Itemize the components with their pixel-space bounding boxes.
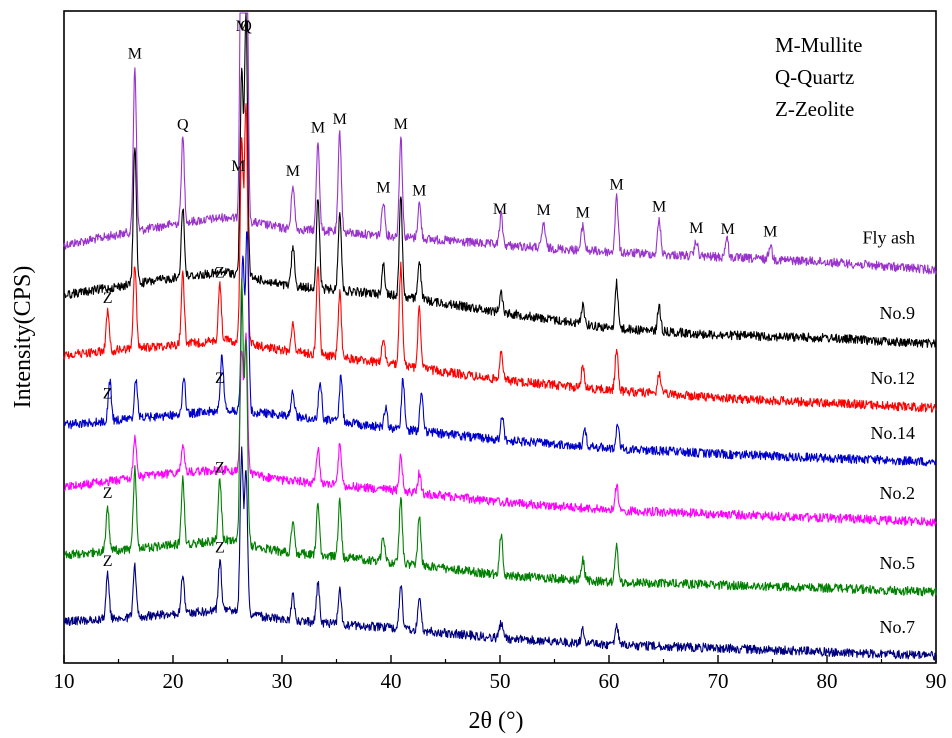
series-line: [63, 278, 937, 597]
peak-annotation: Z: [103, 485, 113, 502]
x-tick-label: 30: [272, 669, 293, 693]
peak-annotation: Q: [240, 18, 252, 35]
legend-zeolite: Z-Zeolite: [775, 97, 854, 121]
peak-annotation: M: [609, 176, 623, 193]
peak-annotation: Q: [177, 117, 189, 134]
series-line: [63, 12, 937, 275]
peak-annotation: M: [231, 158, 245, 175]
y-axis-title: Intensity(CPS): [10, 266, 36, 409]
series-name-label: No.2: [880, 483, 916, 503]
peak-annotation: M: [311, 120, 325, 137]
peak-annotation: M: [689, 220, 703, 237]
series-line: [63, 231, 937, 467]
peak-annotation: M: [128, 45, 142, 62]
x-tick-label: 50: [490, 669, 511, 693]
series-layer: [63, 12, 937, 661]
x-tick-label: 40: [381, 669, 402, 693]
peak-annotation: Z: [215, 460, 225, 477]
legend: M-Mullite Q-Quartz Z-Zeolite: [775, 33, 863, 121]
peak-annotation: Z: [215, 370, 225, 387]
peak-annotation: Z: [215, 265, 225, 282]
peak-annotation: Z: [215, 540, 225, 557]
peak-annotation: M: [576, 204, 590, 221]
peak-annotation: M: [536, 202, 550, 219]
peak-annotation: M: [721, 221, 735, 238]
peak-annotation: Z: [103, 553, 113, 570]
series-line: [63, 12, 937, 348]
peak-annotation: M: [763, 223, 777, 240]
series-name-label: No.9: [880, 303, 916, 323]
series-line: [63, 103, 937, 413]
x-tick-label: 80: [817, 669, 838, 693]
series-name-label: No.14: [871, 423, 916, 443]
peak-annotation: Z: [103, 290, 113, 307]
peak-annotation: M: [394, 116, 408, 133]
peak-annotation: M: [376, 179, 390, 196]
series-name-label: No.12: [871, 368, 916, 388]
legend-quartz: Q-Quartz: [775, 65, 854, 89]
series-line: [63, 446, 937, 661]
x-tick-label: 20: [163, 669, 184, 693]
x-axis-title: 2θ (°): [468, 708, 523, 734]
series-label-layer: Fly ash No.9 No.12 No.14 No.2 No.5 No.7: [862, 228, 915, 637]
tick-layer: 10 20 30 40 50 60 70 80 90: [54, 655, 947, 693]
peak-annotation: Z: [103, 386, 113, 403]
series-line: [63, 332, 937, 527]
peak-annotation: M: [286, 163, 300, 180]
x-tick-label: 60: [599, 669, 620, 693]
peak-annotation: M: [493, 201, 507, 218]
x-tick-label: 90: [926, 669, 947, 693]
peak-annotation: M: [236, 18, 250, 35]
series-name-label: No.5: [880, 553, 916, 573]
series-name-label: No.7: [880, 617, 916, 637]
peak-annotation: M: [412, 182, 426, 199]
x-tick-label: 70: [708, 669, 729, 693]
x-tick-label: 10: [54, 669, 75, 693]
legend-mullite: M-Mullite: [775, 33, 863, 57]
peak-annotation: M: [652, 198, 666, 215]
peak-annotation: M: [333, 111, 347, 128]
series-name-label: Fly ash: [862, 228, 915, 248]
